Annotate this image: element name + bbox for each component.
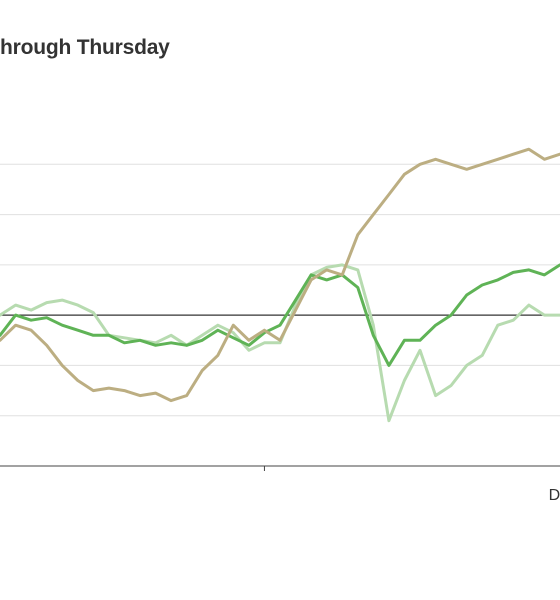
series-layer <box>0 147 560 423</box>
chart-title: hrough Thursday <box>0 36 170 59</box>
series-line-3 <box>0 147 560 403</box>
series-line-2 <box>0 263 560 367</box>
x-axis-tick-label: Dec. 11 <box>549 487 560 504</box>
series-line-1 <box>0 263 560 423</box>
axis-layer: Dec. 11 <box>0 465 560 504</box>
